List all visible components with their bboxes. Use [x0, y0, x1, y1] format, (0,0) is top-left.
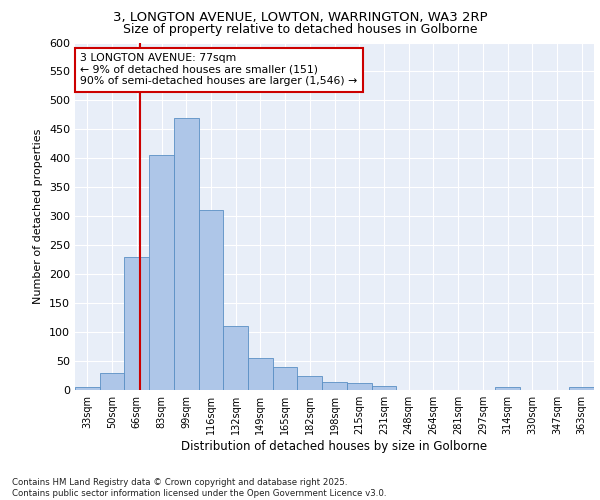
Bar — [371, 386, 396, 390]
Bar — [174, 118, 199, 390]
Y-axis label: Number of detached properties: Number of detached properties — [34, 128, 43, 304]
Text: Size of property relative to detached houses in Golborne: Size of property relative to detached ho… — [123, 22, 477, 36]
Bar — [124, 257, 149, 390]
Bar — [223, 326, 248, 390]
Bar — [322, 382, 347, 390]
Text: Contains HM Land Registry data © Crown copyright and database right 2025.
Contai: Contains HM Land Registry data © Crown c… — [12, 478, 386, 498]
Text: 3 LONGTON AVENUE: 77sqm
← 9% of detached houses are smaller (151)
90% of semi-de: 3 LONGTON AVENUE: 77sqm ← 9% of detached… — [80, 53, 358, 86]
Bar — [569, 387, 594, 390]
Bar — [199, 210, 223, 390]
Bar — [273, 367, 298, 390]
Bar — [248, 358, 273, 390]
Bar — [100, 372, 124, 390]
Bar — [298, 376, 322, 390]
Bar — [347, 383, 371, 390]
Bar — [75, 387, 100, 390]
Bar — [495, 387, 520, 390]
X-axis label: Distribution of detached houses by size in Golborne: Distribution of detached houses by size … — [181, 440, 488, 453]
Text: 3, LONGTON AVENUE, LOWTON, WARRINGTON, WA3 2RP: 3, LONGTON AVENUE, LOWTON, WARRINGTON, W… — [113, 11, 487, 24]
Bar — [149, 156, 174, 390]
